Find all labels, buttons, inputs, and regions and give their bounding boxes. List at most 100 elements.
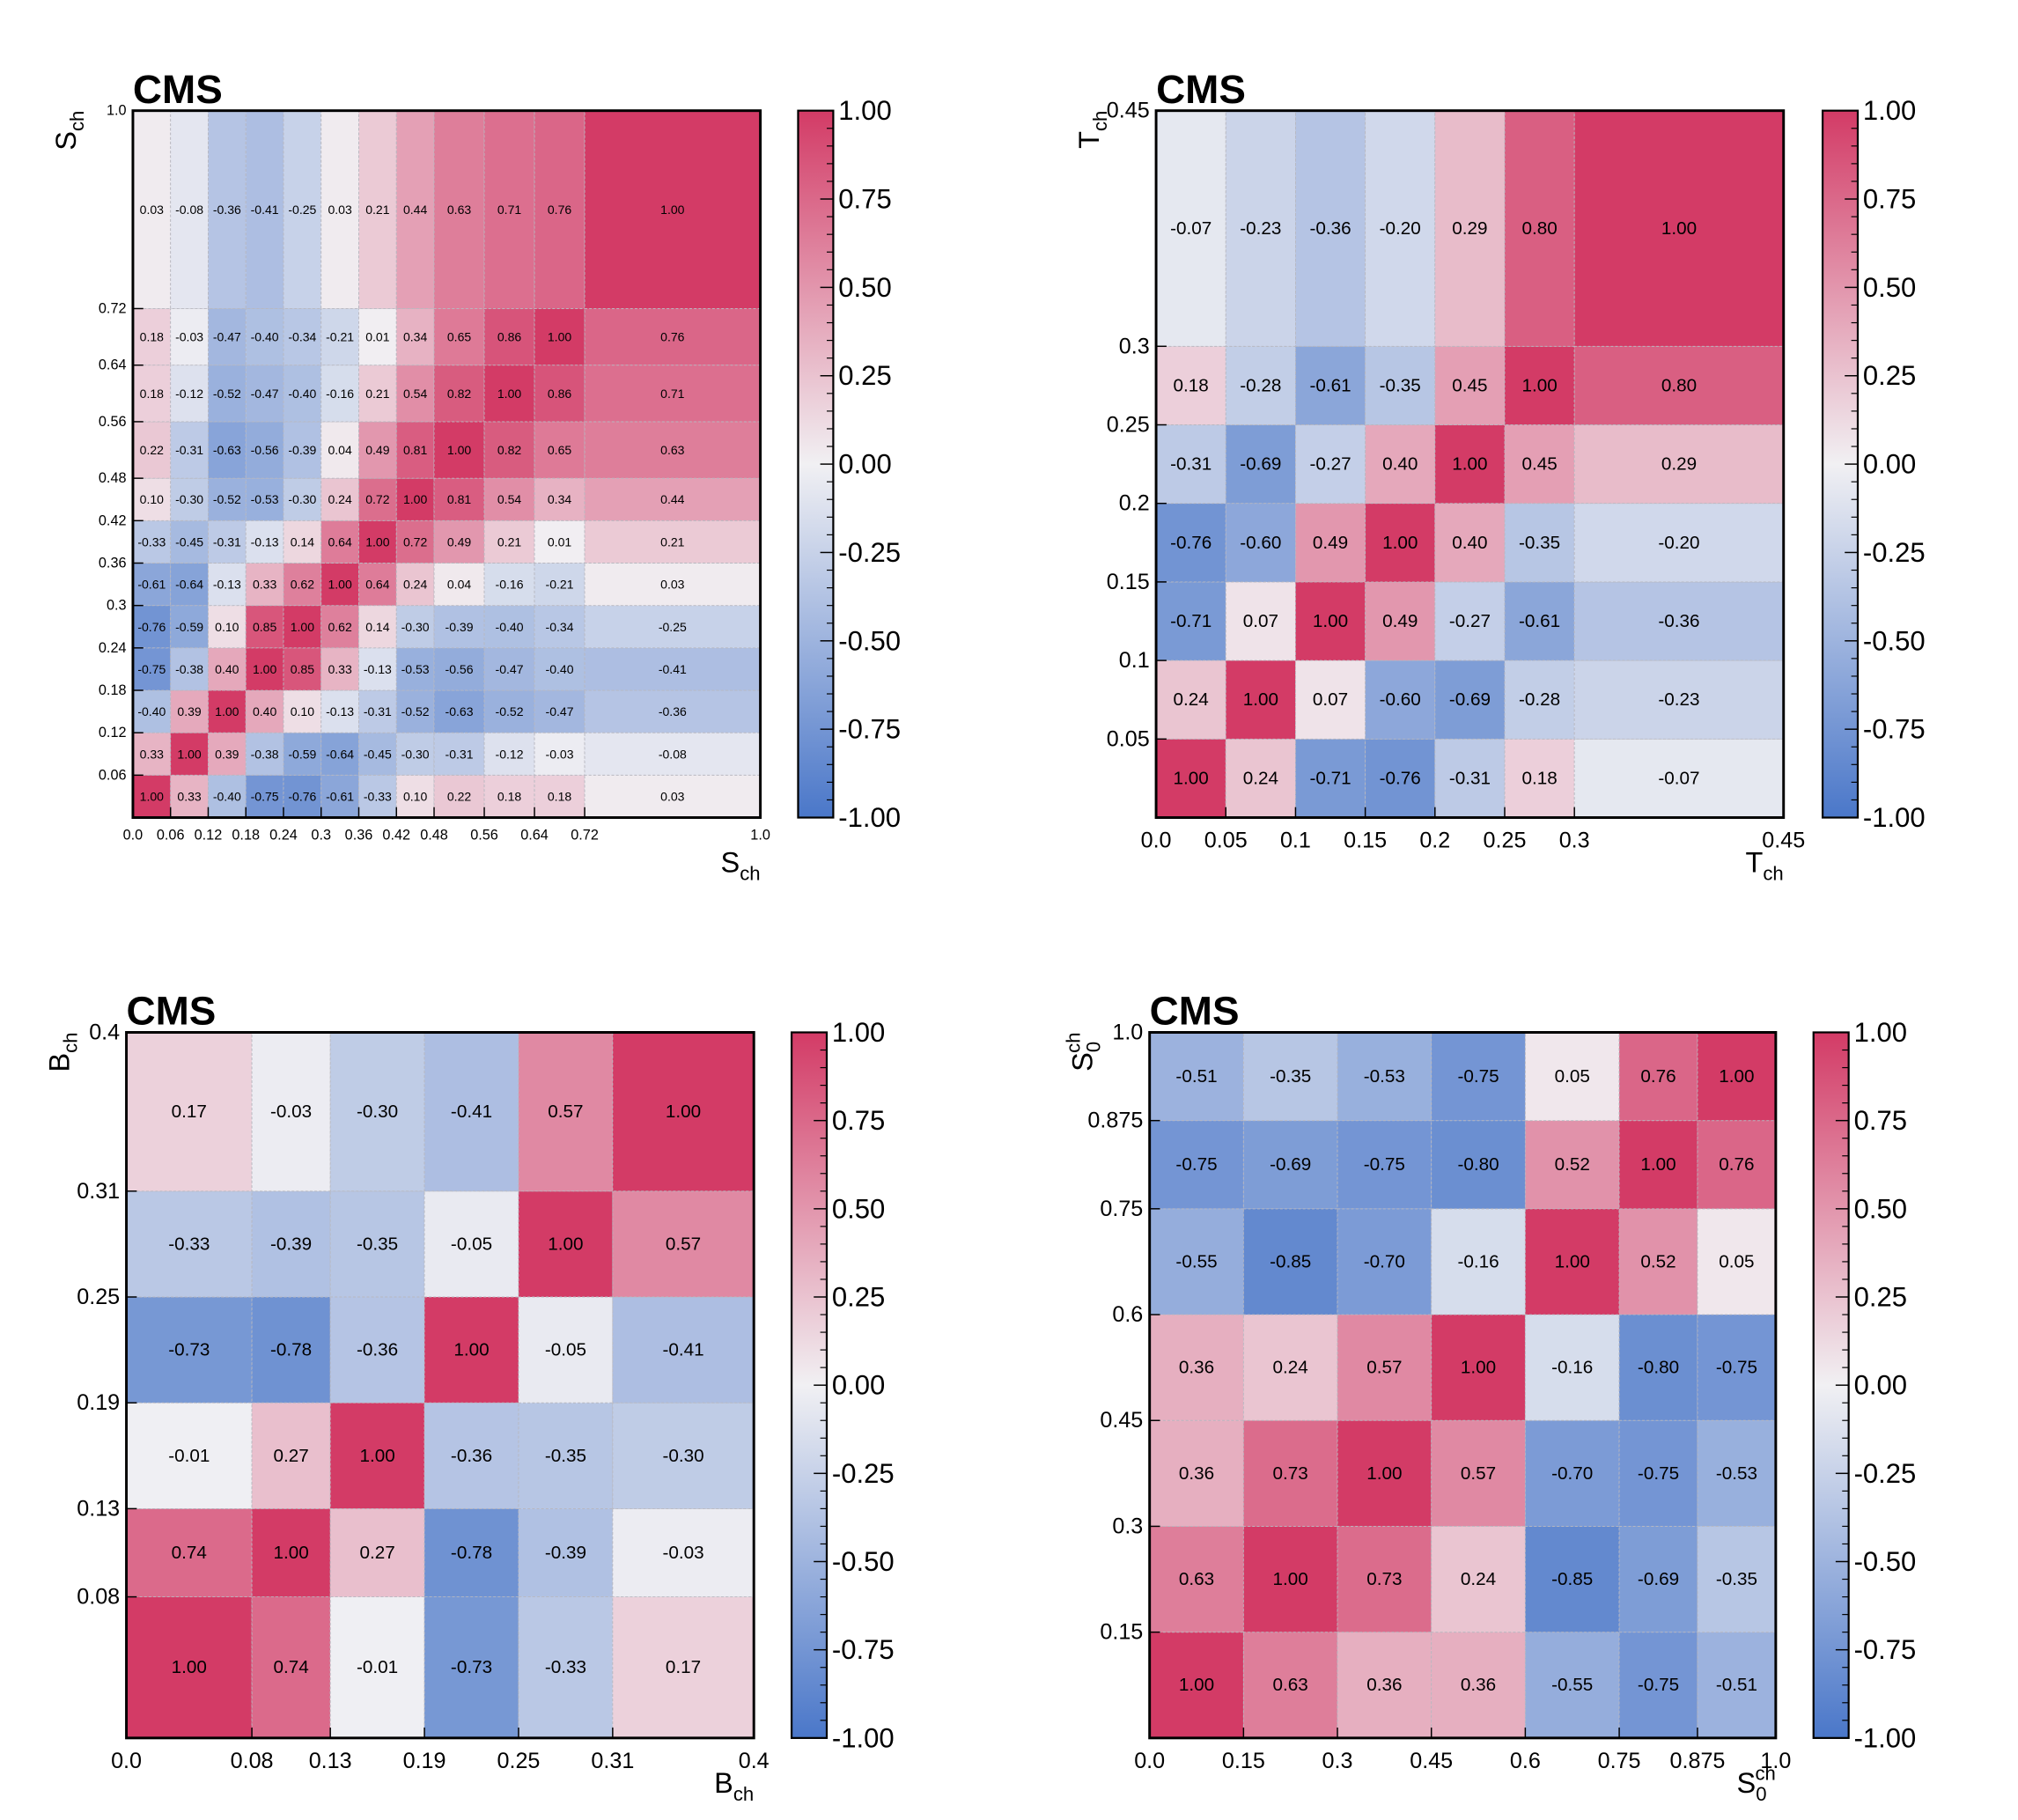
cell-label: 0.01 <box>365 330 390 344</box>
x-tick-label: 0.875 <box>1670 1749 1726 1773</box>
x-tick-label: 0.64 <box>520 828 549 844</box>
heatmap-cell <box>518 1402 614 1509</box>
heatmap-cell <box>433 519 485 564</box>
cell-label: -0.61 <box>1309 375 1351 395</box>
cell-label: 0.36 <box>1179 1463 1214 1484</box>
cell-label: 0.24 <box>1273 1358 1308 1378</box>
cell-label: -0.36 <box>357 1340 398 1360</box>
heatmap-cell <box>1524 1419 1620 1527</box>
cell-label: 0.62 <box>328 620 352 634</box>
heatmap-cell <box>584 110 762 309</box>
cell-label: -0.40 <box>546 662 574 676</box>
y-tick-label: 0.56 <box>99 414 127 430</box>
cell-label: -0.61 <box>326 789 354 803</box>
cell-label: 1.00 <box>253 662 277 676</box>
cell-label: 1.00 <box>666 1102 701 1122</box>
cell-label: 0.57 <box>548 1102 583 1122</box>
heatmap-cell <box>584 365 762 423</box>
heatmap-cell <box>132 308 172 366</box>
heatmap-cell <box>1225 110 1296 347</box>
cell-label: 0.03 <box>660 789 685 803</box>
heatmap-cell <box>1434 659 1506 740</box>
plot-frame <box>131 109 762 820</box>
x-tick-label: 0.45 <box>1762 829 1805 853</box>
cell-label: 0.14 <box>365 620 390 634</box>
heatmap-cell <box>584 689 762 733</box>
cell-label: -0.41 <box>662 1340 703 1360</box>
cell-label: 0.07 <box>1243 611 1278 631</box>
cell-label: -0.30 <box>288 492 316 506</box>
cell-label: 1.00 <box>1382 533 1418 553</box>
cell-label: 0.21 <box>365 387 390 401</box>
cell-label: 0.85 <box>291 662 315 676</box>
heatmap-cell <box>1365 503 1436 583</box>
y-tick-label: 0.42 <box>99 512 127 528</box>
cell-label: -0.01 <box>168 1446 210 1466</box>
y-tick-label: 0.15 <box>1100 1620 1143 1645</box>
cell-label: 0.18 <box>140 387 165 401</box>
cell-label: 0.40 <box>253 704 277 718</box>
cell-label: 0.64 <box>328 534 352 549</box>
cell-label: -0.75 <box>251 789 279 803</box>
heatmap-cell <box>170 365 209 423</box>
axis-label-sup: ch <box>1756 1763 1776 1785</box>
heatmap-cell <box>245 110 284 309</box>
cell-label: 0.64 <box>365 578 390 592</box>
heatmap-cell <box>1504 345 1575 425</box>
x-tick-label: 0.18 <box>232 828 260 844</box>
cell-label: -0.69 <box>1449 689 1491 710</box>
cell-label: 0.21 <box>660 534 685 549</box>
y-tick-label: 0.3 <box>107 598 127 614</box>
cell-label: -0.35 <box>357 1234 398 1254</box>
colorbar-tick-label: 0.75 <box>1854 1105 1907 1136</box>
x-tick-label: 0.48 <box>420 828 448 844</box>
heatmap-cell <box>433 421 485 479</box>
heatmap-cell <box>584 563 762 607</box>
heatmap-cell <box>1618 1419 1698 1527</box>
cell-label: 1.00 <box>1521 375 1557 395</box>
cell-label: 0.74 <box>172 1543 207 1563</box>
colorbar-tick-label: -1.00 <box>832 1722 895 1753</box>
cell-label: 1.00 <box>1179 1675 1214 1695</box>
heatmap-cell <box>251 1402 331 1509</box>
cell-label: 0.73 <box>1273 1463 1308 1484</box>
axis-label: Sch <box>50 111 88 151</box>
heatmap-cell <box>283 365 322 423</box>
cell-label: -0.53 <box>401 662 430 676</box>
x-tick-label: 0.42 <box>382 828 410 844</box>
cell-label: 0.40 <box>1452 533 1487 553</box>
heatmap-cell <box>395 689 435 733</box>
cell-label: 0.76 <box>548 203 572 217</box>
plot-frame <box>1154 109 1786 820</box>
heatmap-cell <box>395 519 435 564</box>
heatmap-cell <box>534 110 586 309</box>
heatmap-cell <box>483 732 535 776</box>
cell-label: 0.82 <box>497 443 522 457</box>
x-tick-label: 0.05 <box>1204 829 1248 853</box>
cell-label: -0.52 <box>213 492 241 506</box>
axis-label-main: T <box>1745 847 1763 879</box>
heatmap-cell <box>395 477 435 521</box>
heatmap-cell <box>423 1032 519 1192</box>
cell-label: -0.28 <box>1240 375 1281 395</box>
heatmap-cell <box>251 1507 331 1598</box>
axis-label-sub: ch <box>60 1032 82 1052</box>
cell-label: -0.35 <box>545 1446 586 1466</box>
cell-label: -0.08 <box>175 203 203 217</box>
heatmap-cell <box>534 605 586 649</box>
colorbar-tick-label: -0.25 <box>838 537 901 568</box>
heatmap-cell <box>1504 503 1575 583</box>
cell-label: 0.44 <box>403 203 428 217</box>
heatmap-cell <box>126 1032 253 1192</box>
x-tick-label: 0.0 <box>123 828 144 844</box>
heatmap-cell <box>1697 1120 1777 1210</box>
heatmap-cell <box>1155 581 1226 661</box>
chart-title: CMS <box>133 67 223 112</box>
heatmap-cell <box>329 1296 425 1404</box>
colorbar-tick-label: 0.25 <box>838 360 891 391</box>
axis-label: Bch <box>43 1032 81 1072</box>
colorbar-tick-label: -0.75 <box>832 1634 895 1665</box>
cell-label: -0.07 <box>1170 218 1212 239</box>
heatmap-cell <box>1434 345 1506 425</box>
cell-label: -0.56 <box>251 443 279 457</box>
